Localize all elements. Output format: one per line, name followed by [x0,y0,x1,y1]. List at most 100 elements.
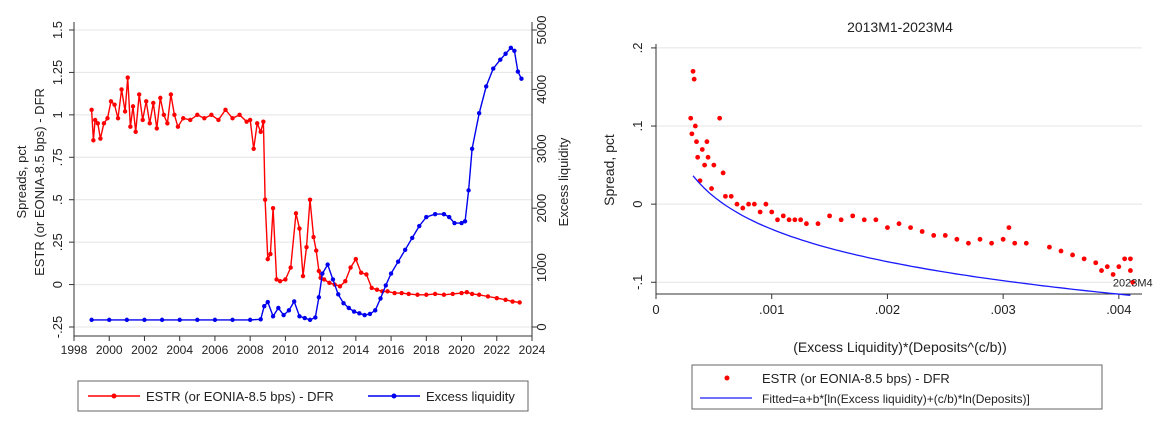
chart1-point-estr [265,256,270,262]
chart2-scatter-point [850,213,856,219]
chart1-point-estr [353,256,359,262]
chart1-point-excess [247,317,253,323]
chart1-point-estr [385,289,390,294]
chart1-point-excess [286,308,292,313]
chart1-series [89,45,524,323]
chart2-scatter-point [688,115,694,121]
chart2-scatter-point [1128,268,1133,273]
chart2-scatter-point [763,201,769,207]
chart2-legend-label-fitted: Fitted=a+b*[ln(Excess liquidity)+(c/b)*l… [762,392,1030,406]
chart2-scatter-point [804,221,809,227]
chart1-legend-marker-estr [111,393,117,399]
chart2-scatter-point [1128,256,1133,262]
chart2-y-axis-label: Spread, pct [601,134,617,206]
chart1-point-excess [459,220,464,226]
chart1-point-estr [268,251,273,257]
chart1-point-estr [424,292,429,297]
chart2-scatter-point [705,154,711,160]
chart2-scatter-point [723,193,728,199]
chart1-point-excess [291,299,297,304]
chart1-point-estr [261,119,266,124]
chart1-y2-tick-label: 0 [534,323,549,330]
chart1-point-estr [343,278,348,284]
chart1-point-excess [195,317,200,323]
chart1-x-tick-label: 2020 [448,343,475,357]
chart1-point-estr [464,290,470,295]
chart2-scatter-point [1099,268,1104,273]
chart1-point-excess [410,235,415,241]
chart1-point-excess [402,247,408,252]
chart2-scatter-point [734,201,740,207]
chart1-point-estr [450,291,455,297]
chart2-scatter-point [692,123,698,129]
chart2-scatter-point [798,217,804,223]
chart1-point-excess [512,48,517,53]
chart1-point-excess [498,57,503,62]
chart1-point-excess [351,309,357,314]
chart1-point-estr [147,121,152,126]
chart1-point-excess [417,223,422,229]
chart1-point-estr [154,126,159,131]
chart2-scatter-point [873,217,879,223]
chart2-scatter-point [908,225,913,230]
chart1-point-excess [515,69,521,74]
chart2-legend [691,364,1103,410]
chart1-point-excess [265,299,270,305]
chart2-series: 2023M4 [688,68,1153,296]
chart1-legend-label-estr: ESTR (or EONIA-8.5 bps) - DFR [146,389,334,404]
chart1-point-estr [251,146,256,151]
chart1-point-excess [462,219,468,224]
chart1-point-excess [469,146,475,151]
chart2-x-tick-label: .002 [875,302,900,317]
chart1-point-excess [424,214,429,220]
chart1-point-excess [383,283,388,288]
chart1-y2-tick-label: 1000 [534,253,549,282]
chart2-scatter-point [966,240,971,246]
chart1-point-excess [124,317,130,323]
chart1-point-excess [302,315,307,321]
chart2-scatter-point [942,233,948,238]
chart1-point-excess [476,110,482,116]
chart2-scatter-point [711,162,717,168]
chart2-scatter-point [757,209,763,215]
chart2-scatter-point [699,147,705,152]
chart2-scatter-point [1110,272,1116,277]
chart1-point-estr [485,294,491,299]
chart1-point-estr [91,138,96,143]
chart2-ticks: -.1 0 .1 .2 0 .001 .002 .003 .004 [630,42,1132,317]
chart1-x-tick-label: 2012 [307,343,334,357]
chart1-point-excess [307,317,313,323]
chart1-y2-tick-label: 2000 [534,194,549,223]
chart1-point-estr [337,284,343,289]
chart2-scatter-point [780,213,786,219]
chart2-scatter-point [1006,225,1012,230]
chart1-point-estr [133,129,138,135]
chart1-point-estr [105,116,110,121]
chart-scatter-fit: -.1 0 .1 .2 0 .001 .002 .003 .004 2023M4 2013M1-… [590,0,1169,430]
chart1-point-estr [327,280,332,286]
chart1-x-tick-label: 2018 [413,343,440,357]
chart1-point-estr [311,234,316,240]
chart1-y-tick-label: 1.25 [50,60,65,85]
chart1-point-excess [466,188,471,193]
chart1-point-estr [98,136,103,141]
chart2-scatter-point [709,186,714,191]
chart2-title: 2013M1-2023M4 [847,19,953,35]
chart2-x-tick-label: .003 [990,302,1015,317]
chart1-point-estr [369,285,374,291]
chart1-x-tick-label: 2002 [131,343,158,357]
chart1-point-estr [244,119,249,124]
chart1-point-excess [508,45,514,51]
chart2-scatter-point [728,193,734,199]
chart1-point-excess [373,308,378,313]
chart1-point-estr [255,121,260,126]
chart1-point-excess [346,305,351,311]
chart2-y-tick-label: .1 [630,121,645,132]
chart1-point-estr [188,117,193,123]
chart1-point-excess [212,317,218,323]
chart1-point-estr [270,206,276,211]
chart1-point-estr [119,87,124,92]
chart1-point-estr [122,109,128,114]
chart2-annotation-label: 2023M4 [1113,277,1153,289]
chart2-scatter-point [977,236,983,242]
